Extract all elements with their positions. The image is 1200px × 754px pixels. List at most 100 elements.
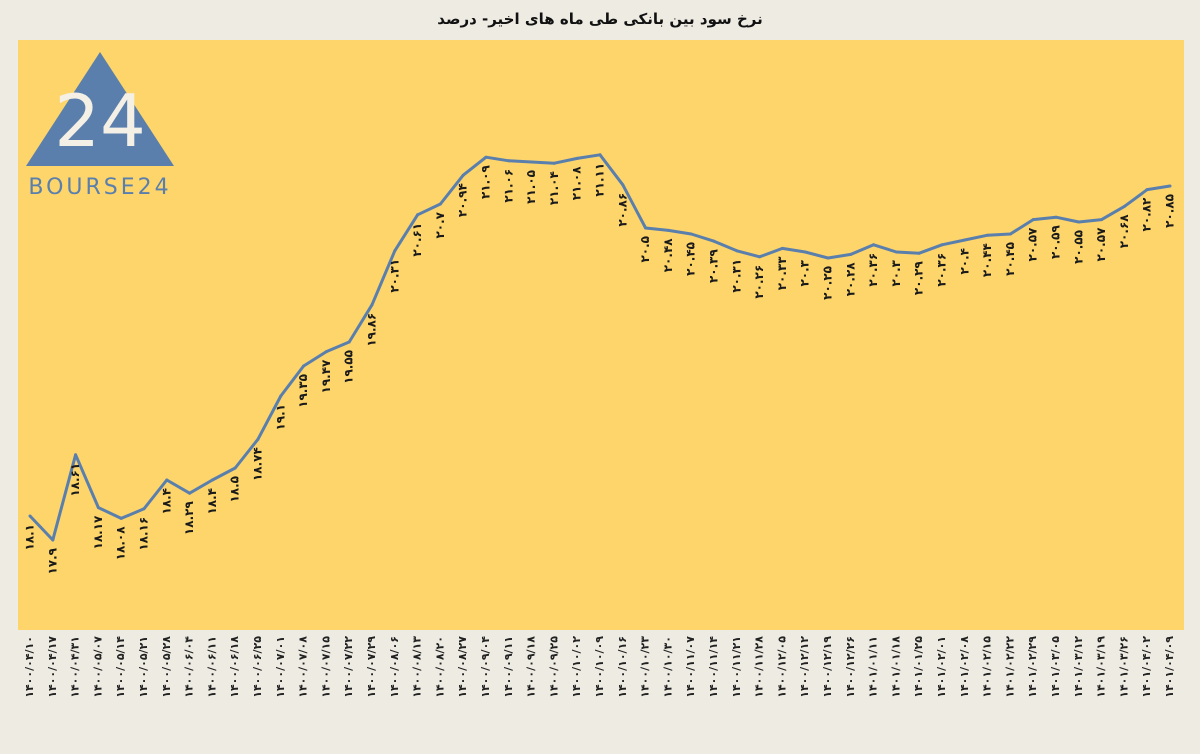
data-point [1054,215,1058,219]
data-point [1008,232,1012,236]
x-tick-label: ۱۴۰۱/۰۳/۲۶ [1117,636,1130,698]
x-tick-label: ۱۴۰۰/۱۰/۳۰ [661,636,674,698]
data-point [575,156,579,160]
logo-text: BOURSE24 [28,175,171,200]
data-point [28,514,32,518]
data-label: ۲۰.۴۵ [684,242,698,276]
x-tick-label: ۱۴۰۰/۱۲/۰۵ [775,636,788,698]
data-point [188,491,192,495]
data-label: ۱۸.۱ [23,524,37,551]
data-label: ۱۸.۶۱ [68,463,82,497]
data-point [233,466,237,470]
data-point [963,238,967,242]
data-point [119,516,123,520]
data-label: ۱۹.۱ [273,404,287,431]
data-point [96,506,100,510]
data-point [210,478,214,482]
data-label: ۲۰.۲۹ [912,261,926,296]
data-point [1168,184,1172,188]
plot-area [18,40,1184,630]
x-tick-label: ۱۴۰۰/۰۷/۲۲ [342,636,355,698]
data-point [803,250,807,254]
data-point [1077,220,1081,224]
bourse24-logo: 24 BOURSE24 [26,52,174,200]
data-label: ۲۰.۶۱ [410,223,424,257]
x-tick-label: ۱۴۰۰/۰۹/۰۴ [479,636,492,698]
x-tick-label: ۱۴۰۱/۰۲/۲۹ [1026,636,1039,698]
x-tick-label: ۱۴۰۱/۰۳/۱۲ [1072,636,1085,698]
data-point [1100,218,1104,222]
data-point [894,250,898,254]
data-label: ۲۰.۵۹ [1049,225,1063,260]
x-tick-label: ۱۴۰۱/۰۲/۱۵ [981,636,994,698]
data-point [51,538,55,542]
data-label: ۲۰.۸۲ [1140,197,1154,232]
data-label: ۲۰.۸۵ [1163,194,1177,228]
data-label: ۲۰.۴۴ [980,243,994,277]
data-label: ۲۰.۸۶ [615,193,629,227]
data-point [917,251,921,255]
x-tick-label: ۱۴۰۰/۱۱/۱۴ [707,636,720,698]
data-label: ۲۰.۳۱ [729,259,743,293]
x-tick-label: ۱۴۰۱/۰۱/۱۸ [889,636,902,698]
data-label: ۲۰.۳۳ [775,256,789,291]
x-tick-label: ۱۴۰۱/۰۳/۰۵ [1049,636,1062,698]
x-tick-label: ۱۴۰۰/۱۰/۲۳ [639,636,652,698]
x-tick-label: ۱۴۰۰/۰۵/۰۷ [91,636,104,698]
x-tick-label: ۱۴۰۰/۰۷/۱۵ [319,636,332,698]
data-point [324,350,328,354]
x-tick-label: ۱۴۰۱/۰۴/۰۲ [1140,636,1153,698]
x-tick-label: ۱۴۰۰/۱۲/۱۲ [798,636,811,698]
data-label: ۱۹.۵۵ [342,350,356,384]
data-label: ۲۱.۱۱ [593,163,607,197]
data-label: ۲۰.۵ [638,236,652,263]
data-label: ۲۱.۰۹ [479,165,493,200]
x-tick-label: ۱۴۰۰/۰۸/۰۶ [388,636,401,698]
x-tick-label: ۱۴۰۱/۰۲/۰۸ [958,636,971,698]
x-tick-label: ۱۴۰۰/۱۲/۲۶ [844,636,857,698]
data-label: ۲۰.۹۴ [456,183,470,217]
x-tick-label: ۱۴۰۰/۰۸/۱۳ [411,636,424,698]
x-tick-label: ۱۴۰۰/۰۷/۰۸ [297,636,310,698]
data-label: ۱۸.۰۸ [114,526,128,561]
data-point [1122,204,1126,208]
data-point [735,249,739,253]
x-tick-label: ۱۴۰۰/۰۶/۰۴ [183,636,196,698]
data-label: ۲۰.۵۵ [1071,230,1085,264]
data-label: ۲۰.۶۸ [1117,214,1131,249]
data-label: ۱۷.۹ [45,547,59,574]
data-label: ۲۰.۳۱ [387,259,401,293]
data-point [780,246,784,250]
x-tick-label: ۱۴۰۰/۰۹/۲۵ [547,636,560,698]
data-point [712,239,716,243]
data-point [393,249,397,253]
data-point [940,243,944,247]
data-label: ۱۸.۱۶ [137,517,151,551]
x-tick-label: ۱۴۰۰/۰۴/۱۷ [46,636,59,698]
data-point [461,173,465,177]
data-point [849,252,853,256]
x-tick-label: ۱۴۰۱/۰۴/۰۹ [1163,636,1176,698]
x-tick-label: ۱۴۰۰/۱۰/۰۹ [593,636,606,698]
x-tick-label: ۱۴۰۰/۰۵/۲۸ [160,636,173,698]
data-point [165,478,169,482]
data-point [758,255,762,259]
x-tick-label: ۱۴۰۱/۰۲/۲۲ [1003,636,1016,698]
data-label: ۲۰.۲۶ [752,265,766,299]
x-tick-label: ۱۴۰۰/۰۶/۱۸ [228,636,241,698]
data-point [826,256,830,260]
data-label: ۲۰.۴۵ [1003,242,1017,276]
data-label: ۲۱.۰۶ [501,169,515,203]
data-label: ۲۰.۵۷ [1026,227,1040,262]
data-point [552,161,556,165]
data-label: ۲۰.۲۵ [821,266,835,300]
data-label: ۲۰.۳۹ [707,249,721,284]
data-label: ۲۰.۷ [433,211,447,238]
data-label: ۲۰.۴۸ [661,238,675,273]
data-point [1145,188,1149,192]
logo-mark: 24 [54,79,146,163]
data-label: ۱۹.۸۶ [365,313,379,347]
x-tick-label: ۱۴۰۰/۰۷/۲۹ [365,636,378,698]
data-point [598,153,602,157]
